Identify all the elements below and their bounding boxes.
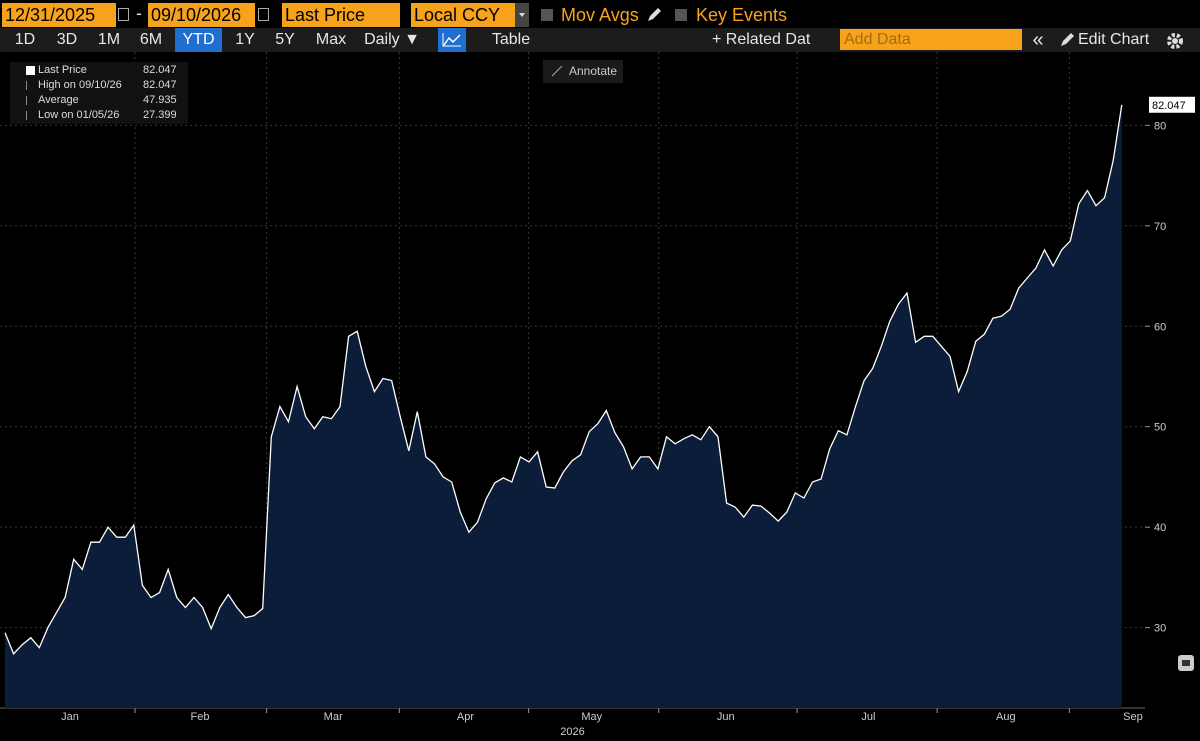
calendar-icon[interactable] bbox=[258, 8, 269, 21]
collapse-button[interactable]: « bbox=[1032, 29, 1044, 51]
legend-label: Average bbox=[38, 94, 79, 106]
y-tick-label: 40 bbox=[1154, 522, 1166, 534]
x-tick-label: Sep bbox=[1123, 711, 1143, 723]
y-tick-label: 50 bbox=[1154, 422, 1166, 434]
calendar-icon[interactable] bbox=[118, 8, 129, 21]
legend-icon bbox=[26, 66, 35, 75]
legend-icon bbox=[26, 111, 27, 120]
chart: 30 40 50 60 70 80 Jan Feb Mar Apr May Jun Jul Aug Sep 2… bbox=[0, 52, 1195, 738]
edit-chart[interactable]: Edit Chart bbox=[1078, 31, 1150, 48]
chart-icon bbox=[442, 33, 461, 47]
pencil-icon bbox=[1061, 33, 1074, 46]
dropdown-arrow[interactable] bbox=[515, 3, 529, 27]
legend-label: Last Price bbox=[38, 64, 87, 76]
legend-value: 47.935 bbox=[143, 94, 177, 106]
legend-value: 27.399 bbox=[143, 109, 177, 121]
separator: - bbox=[136, 3, 142, 23]
last-value-label: 82.047 bbox=[1152, 100, 1186, 112]
table-button[interactable]: Table bbox=[491, 31, 531, 48]
legend-label: Low on 01/05/26 bbox=[38, 109, 120, 121]
related-data[interactable]: + Related Dat bbox=[712, 31, 811, 48]
period-button[interactable]: Max bbox=[315, 31, 347, 48]
x-tick-label: Aug bbox=[996, 711, 1016, 723]
checkbox[interactable] bbox=[675, 9, 687, 21]
legend: Last Price 82.047 High on 09/10/26 82.047 Av… bbox=[10, 62, 188, 124]
x-axis-label: 2026 bbox=[560, 726, 584, 738]
area bbox=[4, 104, 1122, 709]
y-tick-label: 70 bbox=[1154, 221, 1166, 233]
period-button[interactable]: YTD bbox=[175, 28, 222, 52]
y-tick-label: 60 bbox=[1154, 321, 1166, 333]
pencil-icon[interactable] bbox=[645, 6, 663, 24]
start-date[interactable]: 12/31/2025 bbox=[2, 3, 116, 27]
arrow-icon bbox=[519, 13, 525, 17]
period-button[interactable]: 3D bbox=[56, 31, 78, 48]
last-value-box bbox=[1149, 96, 1195, 113]
x-tick-label: Mar bbox=[324, 711, 343, 723]
side-icon[interactable] bbox=[1175, 652, 1197, 674]
x-tick-label: Apr bbox=[457, 711, 474, 723]
x-tick-label: Jun bbox=[717, 711, 735, 723]
x-tick-label: Feb bbox=[191, 711, 210, 723]
x-tick-label: May bbox=[581, 711, 602, 723]
period-button[interactable]: 1M bbox=[97, 31, 121, 48]
field-select[interactable]: Last Price bbox=[282, 3, 400, 27]
price-line bbox=[4, 104, 1123, 655]
annotate-icon bbox=[551, 65, 563, 77]
legend-label: High on 09/10/26 bbox=[38, 79, 122, 91]
period-button[interactable]: 1D bbox=[14, 31, 36, 48]
y-tick-label: 80 bbox=[1154, 120, 1166, 132]
legend-icon bbox=[26, 81, 27, 90]
legend-value: 82.047 bbox=[143, 64, 177, 76]
legend-value: 82.047 bbox=[143, 79, 177, 91]
x-tick-label: Jul bbox=[861, 711, 875, 723]
legend-icon bbox=[26, 96, 27, 105]
mov-avgs[interactable]: Mov Avgs bbox=[561, 5, 639, 25]
period-button[interactable]: 1Y bbox=[235, 31, 255, 48]
x-tick-label: Jan bbox=[61, 711, 79, 723]
period-button[interactable]: 6M bbox=[139, 31, 163, 48]
period-button[interactable]: 5Y bbox=[275, 31, 295, 48]
chart-view-button[interactable] bbox=[438, 28, 466, 52]
frequency[interactable]: Daily ▼ bbox=[364, 31, 420, 48]
currency-select[interactable]: Local CCY bbox=[411, 3, 515, 27]
checkbox[interactable] bbox=[541, 9, 553, 21]
key-events[interactable]: Key Events bbox=[696, 5, 788, 25]
end-date[interactable]: 09/10/2026 bbox=[148, 3, 255, 27]
annotate-button[interactable]: Annotate bbox=[543, 60, 623, 83]
y-tick-label: 30 bbox=[1154, 623, 1166, 635]
add-data-input[interactable]: Add Data bbox=[840, 29, 1022, 50]
settings-icon[interactable] bbox=[1164, 30, 1186, 52]
